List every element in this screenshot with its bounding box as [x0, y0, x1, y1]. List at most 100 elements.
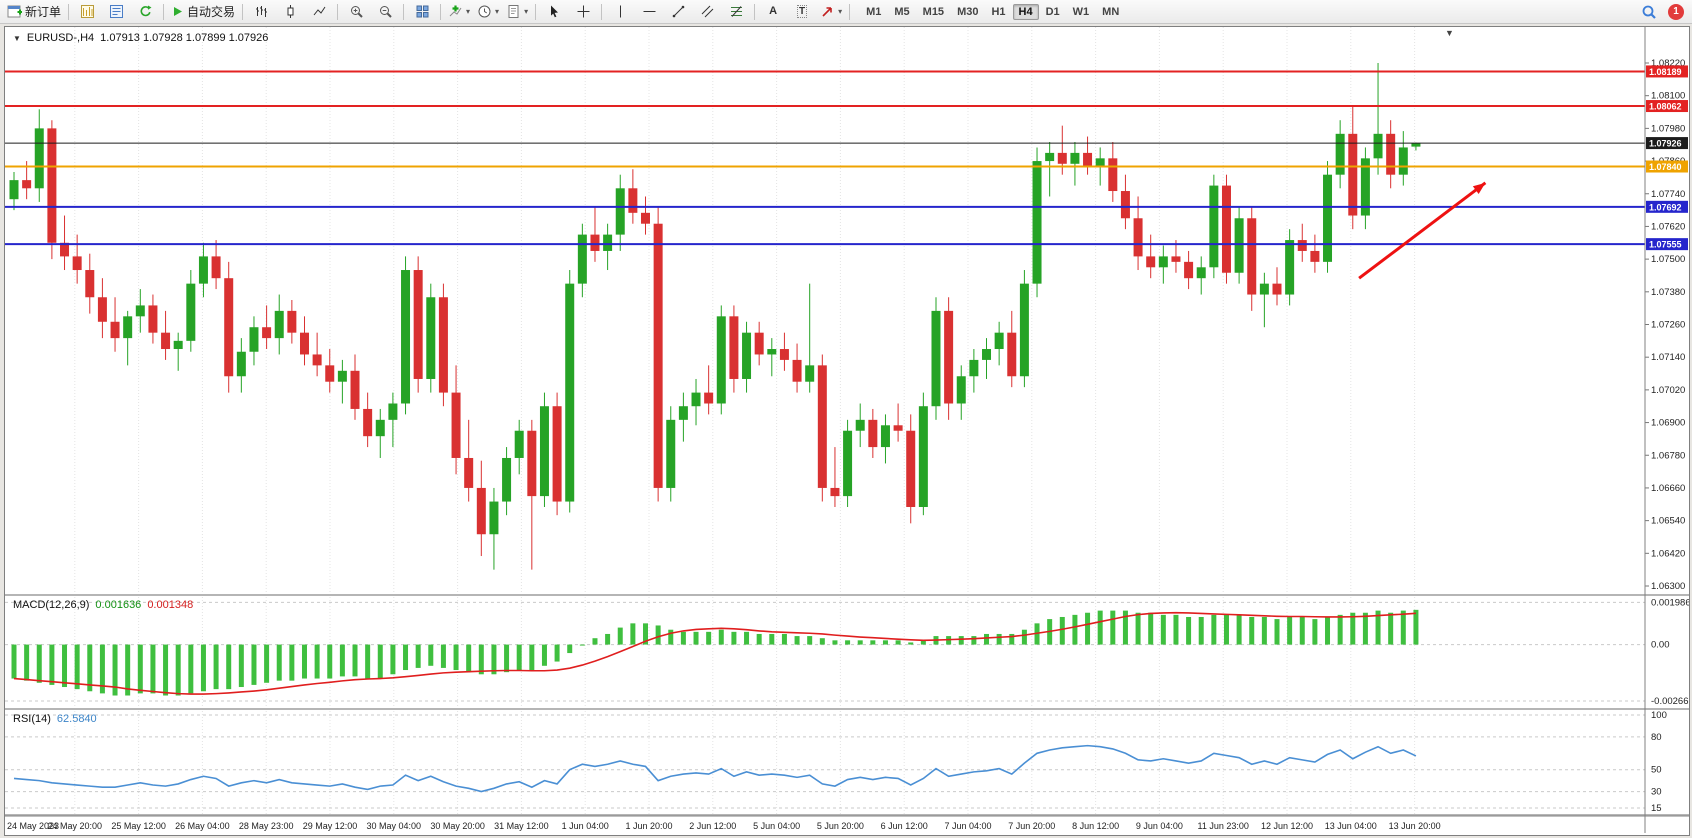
svg-text:29 May 12:00: 29 May 12:00 — [303, 821, 358, 831]
separator — [754, 3, 756, 20]
svg-text:30 May 04:00: 30 May 04:00 — [367, 821, 422, 831]
svg-text:26 May 04:00: 26 May 04:00 — [175, 821, 230, 831]
periods-button[interactable]: ▾ — [474, 1, 502, 23]
search-icon — [1642, 5, 1656, 19]
indicators-plus-icon — [449, 5, 462, 17]
svg-text:6 Jun 12:00: 6 Jun 12:00 — [881, 821, 928, 831]
zoom-out-icon — [379, 6, 392, 18]
separator — [242, 3, 244, 20]
price-list-icon — [109, 5, 123, 18]
svg-text:30: 30 — [1651, 787, 1662, 798]
crosshair-icon — [577, 5, 590, 18]
svg-text:1.07500: 1.07500 — [1651, 254, 1685, 265]
candlestick-icon — [287, 5, 294, 18]
svg-text:1.08189: 1.08189 — [1649, 67, 1682, 77]
svg-text:25 May 12:00: 25 May 12:00 — [111, 821, 166, 831]
timeframe-mn-button[interactable]: MN — [1102, 5, 1120, 18]
svg-text:1.07140: 1.07140 — [1651, 352, 1685, 363]
chevron-down-icon: ▾ — [495, 6, 500, 16]
zoom-in-icon — [350, 6, 363, 18]
zoom-in-button[interactable] — [342, 1, 370, 23]
autotrading-button[interactable]: 自动交易 — [168, 1, 238, 23]
templates-button[interactable]: ▾ — [503, 1, 531, 23]
separator — [403, 3, 405, 20]
svg-text:7 Jun 20:00: 7 Jun 20:00 — [1008, 821, 1055, 831]
svg-text:1.06300: 1.06300 — [1651, 581, 1685, 592]
new-order-button[interactable]: 新订单 — [4, 1, 64, 23]
svg-text:1.07555: 1.07555 — [1649, 240, 1682, 250]
autotrading-label: 自动交易 — [187, 5, 236, 19]
chart-window-icon — [80, 5, 94, 18]
line-chart-button[interactable] — [305, 1, 333, 23]
template-page-icon — [508, 5, 519, 18]
text-tool-button[interactable]: A — [759, 1, 787, 23]
svg-text:100: 100 — [1651, 710, 1667, 721]
indicators-button[interactable]: ▾ — [445, 1, 473, 23]
crosshair-button[interactable] — [569, 1, 597, 23]
arrow-tool-icon — [822, 7, 832, 17]
fibonacci-icon — [730, 6, 742, 17]
new-order-icon — [7, 5, 22, 18]
arrows-tool-button[interactable]: ▾ — [817, 1, 845, 23]
trendline-button[interactable] — [664, 1, 692, 23]
tile-windows-button[interactable] — [408, 1, 436, 23]
svg-text:15: 15 — [1651, 803, 1662, 814]
chart-window: 24 May 2023 24 May 20:00 25 May 12:00 26 Ma… — [4, 26, 1690, 836]
channel-button[interactable] — [693, 1, 721, 23]
svg-text:50: 50 — [1651, 765, 1662, 776]
market-watch-button[interactable] — [102, 1, 130, 23]
svg-text:11 Jun 23:00: 11 Jun 23:00 — [1198, 821, 1249, 831]
svg-text:80: 80 — [1651, 732, 1662, 743]
separator — [535, 3, 537, 20]
timeframe-d1-button[interactable]: D1 — [1045, 5, 1060, 18]
cursor-button[interactable] — [540, 1, 568, 23]
vertical-line-icon — [619, 5, 621, 18]
svg-text:-0.00266: -0.00266 — [1651, 696, 1689, 707]
svg-text:2 Jun 12:00: 2 Jun 12:00 — [689, 821, 736, 831]
svg-text:1 Jun 20:00: 1 Jun 20:00 — [625, 821, 672, 831]
line-chart-icon — [313, 6, 325, 16]
chevron-down-icon: ▾ — [524, 6, 529, 16]
svg-text:1.08220: 1.08220 — [1651, 58, 1685, 69]
fibonacci-button[interactable] — [722, 1, 750, 23]
timeframe-m15-button[interactable]: M15 — [922, 5, 945, 18]
vertical-line-button[interactable] — [606, 1, 634, 23]
zoom-out-button[interactable] — [371, 1, 399, 23]
svg-text:30 May 20:00: 30 May 20:00 — [430, 821, 485, 831]
svg-text:1.07620: 1.07620 — [1651, 221, 1685, 232]
charts-button[interactable] — [73, 1, 101, 23]
separator — [601, 3, 603, 20]
timeframe-group: M1 M5 M15 M30 H1 H4 D1 W1 MN — [860, 3, 1125, 20]
svg-text:1.07980: 1.07980 — [1651, 123, 1685, 134]
svg-text:0.00: 0.00 — [1651, 640, 1670, 651]
bar-chart-button[interactable] — [247, 1, 275, 23]
timeframe-h1-button[interactable]: H1 — [991, 5, 1006, 18]
timeframe-w1-button[interactable]: W1 — [1072, 5, 1090, 18]
timeframe-m30-button[interactable]: M30 — [957, 5, 979, 18]
label-tool-button[interactable]: T — [788, 1, 816, 23]
timeframe-m5-button[interactable]: M5 — [894, 5, 910, 18]
cursor-arrow-icon — [550, 5, 558, 18]
refresh-button[interactable] — [131, 1, 159, 23]
svg-text:24 May 2023: 24 May 2023 — [7, 821, 59, 831]
svg-text:1.06780: 1.06780 — [1651, 450, 1685, 461]
svg-text:1 Jun 04:00: 1 Jun 04:00 — [562, 821, 609, 831]
timeframe-m1-button[interactable]: M1 — [866, 5, 882, 18]
chart-shift-marker[interactable]: ▼ — [1445, 28, 1454, 38]
svg-text:7 Jun 04:00: 7 Jun 04:00 — [944, 821, 991, 831]
search-button[interactable] — [1635, 1, 1663, 23]
chevron-down-icon: ▾ — [466, 6, 471, 16]
svg-text:13 Jun 20:00: 13 Jun 20:00 — [1389, 821, 1441, 831]
notification-badge[interactable]: 1 — [1668, 3, 1684, 20]
horizontal-line-button[interactable] — [635, 1, 663, 23]
horizontal-line-icon — [643, 11, 656, 12]
text-tool-icon: A — [769, 5, 778, 17]
separator — [337, 3, 339, 20]
refresh-icon — [140, 5, 152, 17]
notification-count: 1 — [1673, 6, 1679, 17]
svg-text:1.08100: 1.08100 — [1651, 91, 1685, 102]
timeframe-h4-button[interactable]: H4 — [1012, 3, 1039, 20]
candlestick-button[interactable] — [276, 1, 304, 23]
svg-text:9 Jun 04:00: 9 Jun 04:00 — [1136, 821, 1183, 831]
